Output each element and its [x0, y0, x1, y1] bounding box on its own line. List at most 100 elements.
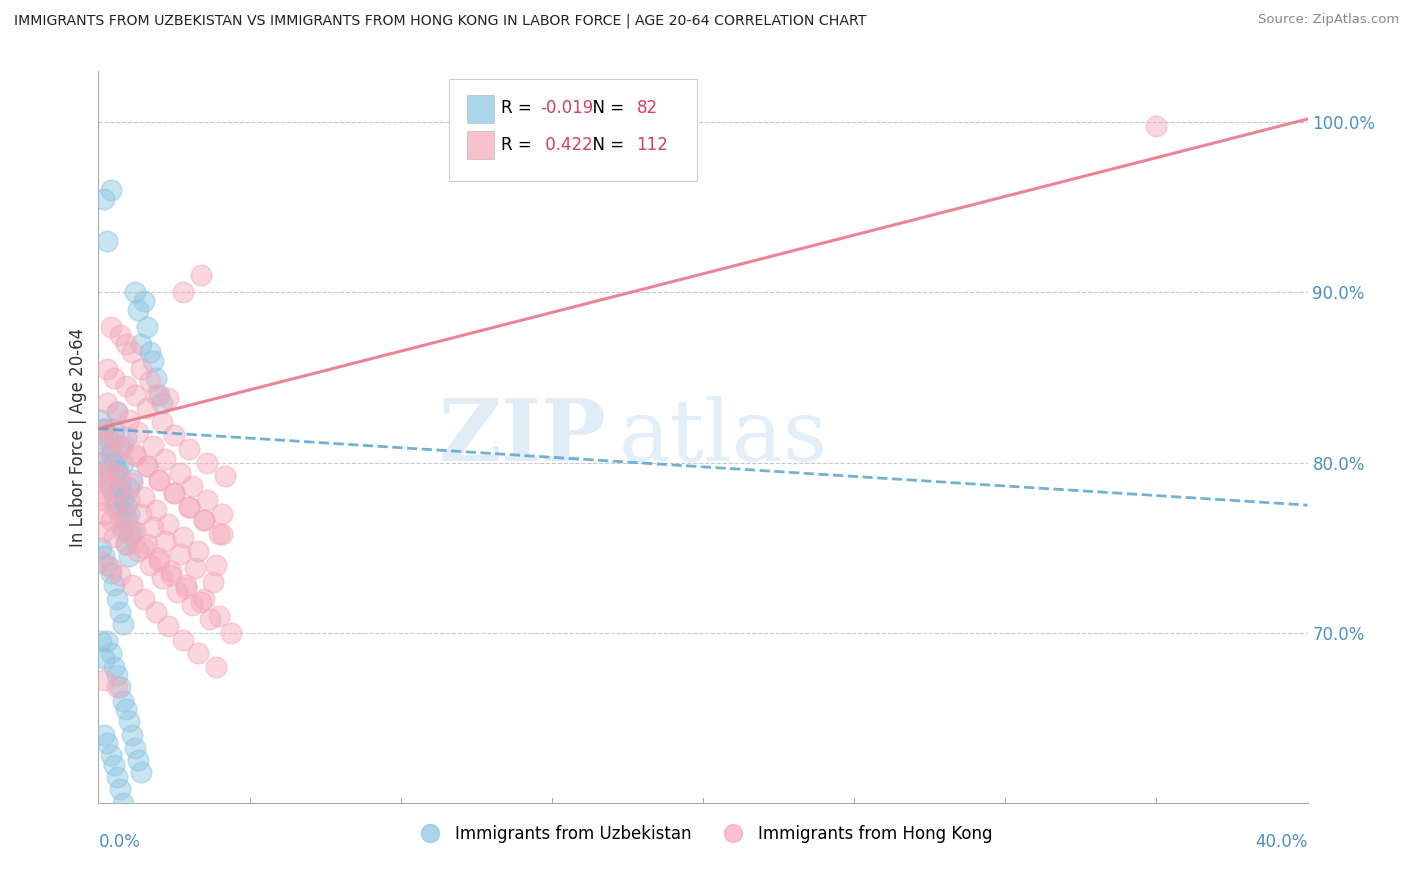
- Point: [148, 554, 170, 568]
- Point: [195, 456, 218, 470]
- Point: [118, 413, 141, 427]
- Point: [96, 473, 118, 487]
- Point: [129, 362, 152, 376]
- Point: [163, 486, 186, 500]
- Point: [96, 362, 118, 376]
- Point: [93, 728, 115, 742]
- Point: [114, 510, 136, 524]
- Point: [169, 466, 191, 480]
- Point: [132, 293, 155, 308]
- Point: [127, 425, 149, 439]
- Point: [135, 458, 157, 473]
- Point: [96, 736, 118, 750]
- Point: [148, 387, 170, 401]
- Point: [100, 481, 122, 495]
- Point: [193, 513, 215, 527]
- Point: [124, 447, 146, 461]
- Point: [105, 498, 128, 512]
- Point: [114, 498, 136, 512]
- Point: [100, 646, 122, 660]
- Point: [1144, 119, 1167, 133]
- Point: [129, 507, 152, 521]
- Point: [105, 483, 128, 497]
- Point: [190, 268, 212, 283]
- Point: [100, 561, 122, 575]
- Text: Source: ZipAtlas.com: Source: ZipAtlas.com: [1258, 13, 1399, 27]
- Point: [93, 421, 115, 435]
- Point: [93, 524, 115, 538]
- Point: [103, 758, 125, 772]
- Point: [187, 544, 209, 558]
- Point: [142, 353, 165, 368]
- Point: [111, 520, 134, 534]
- Point: [93, 507, 115, 521]
- Point: [96, 430, 118, 444]
- Point: [211, 527, 233, 541]
- Point: [114, 809, 136, 823]
- Point: [124, 524, 146, 538]
- Point: [111, 493, 134, 508]
- Point: [118, 822, 141, 836]
- Point: [172, 632, 194, 647]
- Point: [121, 578, 143, 592]
- Point: [132, 490, 155, 504]
- Point: [127, 544, 149, 558]
- Point: [202, 574, 225, 589]
- Point: [121, 345, 143, 359]
- Point: [105, 668, 128, 682]
- Point: [105, 404, 128, 418]
- Point: [172, 285, 194, 300]
- Point: [193, 591, 215, 606]
- Point: [105, 404, 128, 418]
- FancyBboxPatch shape: [449, 78, 697, 181]
- Point: [111, 456, 134, 470]
- Text: 82: 82: [637, 99, 658, 117]
- Point: [139, 374, 162, 388]
- Point: [205, 659, 228, 673]
- Point: [90, 554, 112, 568]
- Point: [103, 578, 125, 592]
- Text: N =: N =: [582, 136, 630, 153]
- Point: [93, 464, 115, 478]
- Point: [100, 464, 122, 478]
- Point: [111, 796, 134, 810]
- Point: [100, 439, 122, 453]
- Point: [108, 567, 131, 582]
- Point: [121, 833, 143, 847]
- Point: [145, 605, 167, 619]
- Point: [193, 513, 215, 527]
- Point: [148, 473, 170, 487]
- Point: [169, 548, 191, 562]
- Point: [135, 319, 157, 334]
- Point: [90, 541, 112, 555]
- Point: [118, 527, 141, 541]
- Text: -0.019: -0.019: [540, 99, 593, 117]
- Point: [108, 680, 131, 694]
- Point: [93, 493, 115, 508]
- Point: [108, 442, 131, 456]
- Point: [108, 328, 131, 343]
- Point: [153, 452, 176, 467]
- Point: [114, 702, 136, 716]
- Point: [96, 396, 118, 410]
- Point: [100, 183, 122, 197]
- Point: [145, 387, 167, 401]
- Point: [93, 549, 115, 563]
- Point: [211, 507, 233, 521]
- Point: [96, 634, 118, 648]
- Point: [145, 503, 167, 517]
- Point: [114, 336, 136, 351]
- Point: [100, 566, 122, 581]
- Point: [103, 370, 125, 384]
- Point: [135, 401, 157, 416]
- Point: [208, 527, 231, 541]
- Text: R =: R =: [501, 99, 537, 117]
- Text: 0.0%: 0.0%: [98, 833, 141, 852]
- Point: [179, 500, 201, 514]
- Point: [129, 336, 152, 351]
- Point: [174, 582, 197, 596]
- Point: [108, 469, 131, 483]
- Point: [96, 558, 118, 572]
- Point: [221, 625, 243, 640]
- Point: [93, 456, 115, 470]
